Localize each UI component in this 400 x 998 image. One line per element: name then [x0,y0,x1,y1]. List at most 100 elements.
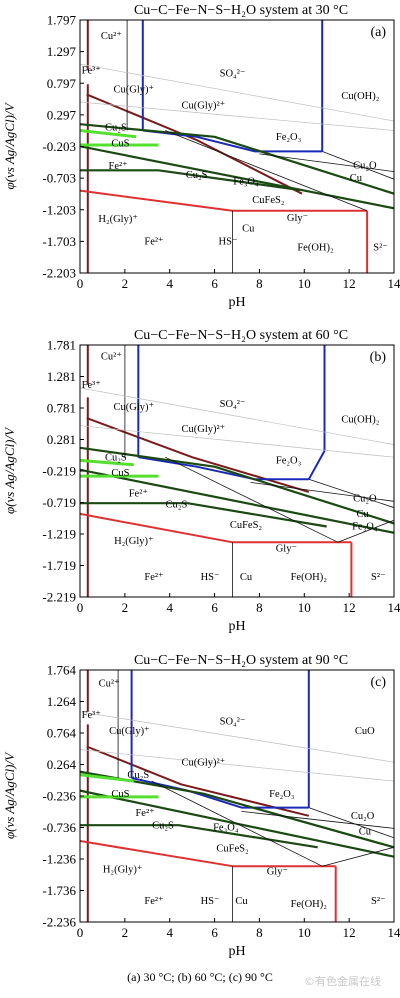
region-label: Cu [235,896,248,907]
region-label: Fe²⁺ [144,572,163,583]
region-label: Cu(Gly)⁺ [109,726,150,737]
y-tick-label: 0.281 [47,432,76,447]
region-label: Fe²⁺ [144,236,163,247]
y-tick-label: -0.736 [42,820,76,835]
region-label: HS⁻ [219,236,238,247]
series-line-dark-green [80,468,394,534]
region-label: Fe²⁺ [135,808,154,819]
x-tick-label: 0 [77,276,84,291]
y-tick-label: 1.297 [47,44,77,59]
region-label: HS⁻ [201,896,220,907]
chart-title: Cu−C−Fe−N−S−H₂O system at 90 °C [134,653,348,668]
region-label: Gly⁻ [276,544,297,555]
y-tick-label: -1.219 [42,527,76,542]
y-tick-label: 0.764 [47,726,77,741]
y-tick-label: -1.203 [42,202,76,217]
region-label: Fe³⁺ [82,710,101,721]
y-tick-label: -2.236 [42,915,76,930]
region-label: Fe₂O₃ [276,132,302,143]
series-line-dark-red [86,417,310,493]
x-tick-label: 0 [77,600,84,615]
region-label: Cu(Gly)²⁺ [182,100,226,111]
y-tick-label: -0.236 [42,789,76,804]
y-tick-label: 0.264 [47,757,77,772]
region-label: CuFeS₂ [230,520,263,531]
y-axis-label: φ(vs Ag/AgCl)/V [2,426,17,514]
region-label: Fe²⁺ [144,896,163,907]
series-line-bright-green [80,773,134,783]
region-label: Fe₃O₄ [213,822,239,833]
x-tick-label: 14 [388,600,400,615]
x-axis-label: pH [228,944,245,959]
region-label: S²⁻ [373,243,388,254]
region-label: Cu₂O [353,160,377,171]
x-axis-label: pH [228,619,245,634]
x-tick-label: 6 [211,925,218,940]
x-tick-label: 12 [343,600,356,615]
series-line-gray-thin [80,387,394,445]
y-axis-label: φ(vs Ag/AgCl)/V [2,751,17,839]
region-label: Fe(OH)₂ [291,572,328,583]
x-tick-label: 10 [298,925,311,940]
series-line-gray-thin [80,711,394,763]
x-tick-label: 12 [343,925,356,940]
series-line-dark-green [80,145,394,210]
x-tick-label: 0 [77,925,84,940]
region-label: Cu₂S [105,452,127,463]
region-label: HS⁻ [201,572,220,583]
series-line-gray-thin [80,101,394,131]
y-tick-label: -1.703 [42,234,76,249]
series-line-blue [138,456,309,481]
region-label: CuS [111,468,129,479]
region-label: Cu [359,827,372,838]
region-label: Cu₂S [166,500,188,511]
series-line-black-thin [322,846,394,867]
chart-panel-2: 0 2 4 6 8 10 12 14 1.764 1.264 0.764 0.264 -0.236 -0.… [2,653,400,959]
series-line-black-thin [322,151,394,180]
series-line-black-thin [165,130,368,212]
region-label: Cu₂O [353,493,377,504]
x-tick-label: 4 [166,925,173,940]
y-tick-label: -0.719 [42,495,76,510]
region-label: Fe(OH)₂ [297,243,334,254]
y-tick-label: -0.219 [42,464,76,479]
region-label: Fe³⁺ [82,66,101,77]
series-line-blue [131,777,309,809]
region-label: Fe₂O₃ [276,456,302,467]
y-tick-label: -0.703 [42,171,76,186]
region-label: Cu(Gly)⁺ [114,402,155,413]
region-label: SO₄²⁻ [220,69,246,80]
panel-label: (c) [370,675,386,690]
y-tick-label: -1.736 [42,883,76,898]
series-line-black-thin [241,811,394,829]
x-tick-label: 6 [211,600,218,615]
region-label: Fe³⁺ [82,380,101,391]
region-label: Gly⁻ [267,866,288,877]
region-label: Cu(Gly)²⁺ [182,757,226,768]
region-label: CuO [355,726,375,737]
region-label: S²⁻ [371,572,386,583]
x-tick-label: 14 [388,925,400,940]
region-label: Cu [350,173,363,184]
y-tick-label: -2.203 [42,266,76,281]
region-label: Cu(OH)₂ [341,415,379,426]
region-label: CuS [111,789,129,800]
series-line-black-thin [308,807,394,839]
x-tick-label: 8 [256,600,263,615]
region-label: S²⁻ [371,896,386,907]
region-label: Fe₃O₄ [352,522,378,533]
series-line-dark-green [80,770,394,849]
region-label: Cu(OH)₂ [341,91,379,102]
chart-panel-1: 0 2 4 6 8 10 12 14 1.781 1.281 0.781 0.281 -0.219 -0.… [2,328,400,634]
series-line-dark-green [80,502,327,528]
x-tick-label: 2 [122,925,129,940]
region-label: Fe(OH)₂ [291,899,328,910]
x-tick-label: 8 [256,925,263,940]
series-line-dark-green [80,169,300,192]
region-label: Cu₂S [105,122,127,133]
region-label: Cu₂S [127,770,149,781]
y-tick-label: 1.781 [47,338,76,353]
series-line-dark-green [80,123,394,195]
series-line-gray-thin [80,425,394,458]
